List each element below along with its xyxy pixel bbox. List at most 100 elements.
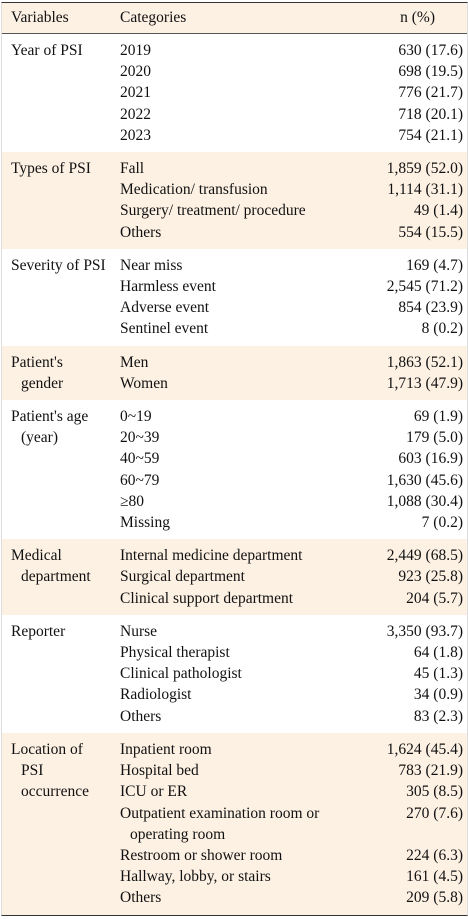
table-row: Medication/ transfusion 1,114 (31.1) (106, 179, 467, 200)
category-cell: Nurse (120, 622, 158, 640)
table-row: ICU or ER 305 (8.5) (106, 781, 467, 802)
variable-cell: Severity of PSI (11, 256, 106, 274)
count-cell: 8 (0.2) (421, 320, 463, 338)
category-cell: Clinical support department (120, 589, 294, 607)
row-group: Patient's age (year) 0~19 69 (1.9) 20~39 179… (2, 400, 467, 539)
category-cell: Near miss (120, 256, 183, 274)
header-cell: n (%) (400, 9, 435, 26)
count-cell: 224 (6.3) (406, 846, 463, 864)
count-cell: 1,713 (47.9) (386, 374, 463, 392)
table-row: 2021 776 (21.7) (106, 82, 467, 103)
table-row: 40~59 603 (16.9) (106, 448, 467, 469)
category-cell: Adverse event (120, 299, 210, 317)
count-cell: 169 (4.7) (406, 256, 463, 274)
category-cell: 2021 (120, 84, 151, 102)
category-cell: 60~79 (120, 471, 160, 489)
count-cell: 69 (1.9) (413, 408, 463, 426)
table-row: Clinical support department 204 (5.7) (106, 588, 467, 609)
row-list: Internal medicine department 2,449 (68.5)… (106, 545, 467, 609)
header-cell: Variables (11, 9, 69, 26)
table-row: Outpatient examination room or operating… (106, 803, 467, 845)
count-cell: 49 (1.4) (413, 202, 463, 220)
count-cell: 603 (16.9) (398, 450, 463, 468)
category-cell: Women (120, 374, 168, 392)
count-cell: 209 (5.8) (406, 889, 463, 907)
count-cell: 1,114 (31.1) (387, 181, 463, 199)
table-row: Physical therapist 64 (1.8) (106, 642, 467, 663)
category-cell: Radiologist (120, 686, 192, 704)
table-row: Fall 1,859 (52.0) (106, 158, 467, 179)
row-group: Reporter Nurse 3,350 (93.7) Physical therap… (2, 615, 467, 733)
category-cell: 2023 (120, 126, 151, 144)
category-cell: 0~19 (120, 408, 152, 426)
table-header: Variables Categories n (%) (2, 3, 467, 34)
table-row: Harmless event 2,545 (71.2) (106, 276, 467, 297)
table-row: Adverse event 854 (23.9) (106, 297, 467, 318)
category-cell: Others (120, 707, 162, 725)
row-group: Medical department Internal medicine depa… (2, 539, 467, 615)
count-cell: 630 (17.6) (398, 42, 463, 59)
variable-cell: Medical department (11, 547, 91, 586)
row-group: Patient's gender Men 1,863 (52.1) Women 1,71… (2, 345, 467, 401)
table-row: ≥80 1,088 (30.4) (106, 491, 467, 512)
category-cell: Missing (120, 514, 170, 532)
row-list: Near miss 169 (4.7) Harmless event 2,545 (7… (106, 255, 467, 340)
category-cell: Restroom or shower room (120, 846, 283, 864)
table-row: Internal medicine department 2,449 (68.5) (106, 545, 467, 566)
row-group: Severity of PSI Near miss 169 (4.7) Harmles… (2, 249, 467, 346)
table-row: Radiologist 34 (0.9) (106, 684, 467, 705)
count-cell: 45 (1.3) (413, 665, 463, 683)
category-cell: Surgical department (120, 568, 245, 586)
category-cell: 2019 (120, 42, 151, 59)
count-cell: 776 (21.7) (398, 84, 463, 102)
count-cell: 204 (5.7) (406, 589, 463, 607)
row-group: Location of PSI occurrence Inpatient room… (2, 732, 467, 915)
table-row: Nurse 3,350 (93.7) (106, 621, 467, 642)
category-cell: 2022 (120, 105, 151, 123)
table-row: Sentinel event 8 (0.2) (106, 318, 467, 339)
count-cell: 7 (0.2) (421, 514, 463, 532)
variable-cell: Patient's age (year) (11, 408, 89, 447)
category-cell: Clinical pathologist (120, 665, 242, 683)
row-list: 2019 630 (17.6) 2020 698 (19.5) 2021 776 (21.… (106, 40, 467, 146)
count-cell: 923 (25.8) (398, 568, 463, 586)
category-cell: 20~39 (120, 429, 160, 447)
table-row: 20~39 179 (5.0) (106, 427, 467, 448)
header-cell: Categories (120, 9, 187, 26)
category-cell: Physical therapist (120, 644, 230, 662)
row-list: Fall 1,859 (52.0) Medication/ transfusion 1… (106, 158, 467, 243)
table-row: Inpatient room 1,624 (45.4) (106, 739, 467, 760)
category-cell: Harmless event (120, 278, 216, 296)
table-row: Hallway, lobby, or stairs 161 (4.5) (106, 866, 467, 887)
count-cell: 305 (8.5) (406, 783, 463, 801)
count-cell: 783 (21.9) (398, 762, 463, 780)
count-cell: 270 (7.6) (406, 804, 463, 822)
table-row: Hospital bed 783 (21.9) (106, 760, 467, 781)
count-cell: 1,630 (45.6) (386, 471, 463, 489)
row-list: 0~19 69 (1.9) 20~39 179 (5.0) 40~59 603 (16.9… (106, 406, 467, 533)
count-cell: 1,624 (45.4) (386, 740, 463, 758)
count-cell: 2,545 (71.2) (386, 278, 463, 296)
category-cell: Inpatient room (120, 740, 212, 758)
variable-cell: Location of PSI occurrence (11, 740, 89, 801)
variable-cell: Types of PSI (11, 160, 91, 178)
count-cell: 3,350 (93.7) (386, 622, 463, 640)
row-list: Inpatient room 1,624 (45.4) Hospital bed 78… (106, 739, 467, 909)
table-row: Others 554 (15.5) (106, 222, 467, 243)
table-row: Others 209 (5.8) (106, 887, 467, 908)
count-cell: 179 (5.0) (406, 429, 463, 447)
table-row: Others 83 (2.3) (106, 706, 467, 727)
table-row: Clinical pathologist 45 (1.3) (106, 663, 467, 684)
category-cell: Men (120, 353, 149, 371)
count-cell: 554 (15.5) (398, 223, 463, 241)
category-cell: Surgery/ treatment/ procedure (120, 202, 306, 220)
count-cell: 34 (0.9) (413, 686, 463, 704)
category-cell: 40~59 (120, 450, 160, 468)
table-row: 2022 718 (20.1) (106, 104, 467, 125)
category-cell: Outpatient examination room or operating… (120, 804, 320, 843)
category-cell: Medication/ transfusion (120, 181, 268, 199)
count-cell: 83 (2.3) (413, 707, 463, 725)
table-row: 2020 698 (19.5) (106, 61, 467, 82)
